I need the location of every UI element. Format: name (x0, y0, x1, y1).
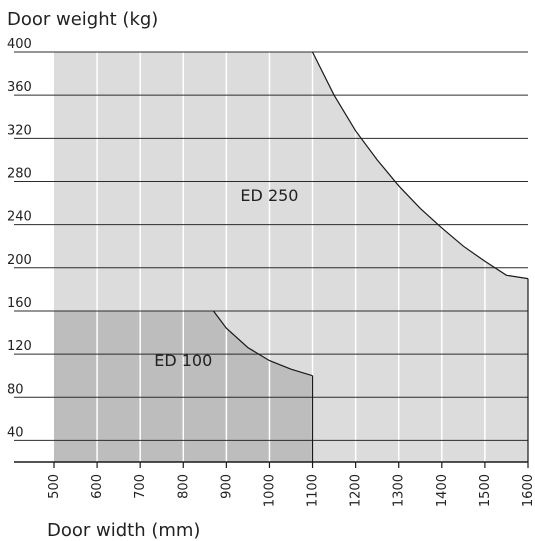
y-tick-label: 80 (7, 382, 24, 397)
y-tick-label: 160 (7, 296, 32, 311)
x-tick-label: 900 (219, 474, 234, 499)
region-label-ed-250: ED 250 (240, 186, 298, 205)
x-tick-label: 1300 (392, 474, 407, 507)
x-tick-label: 1100 (306, 474, 321, 507)
y-tick-label: 240 (7, 210, 32, 225)
y-tick-label: 200 (7, 253, 32, 268)
series-edge-ed-250 (311, 51, 529, 280)
y-axis-title: Door weight (kg) (7, 9, 158, 30)
region-label-ed-100: ED 100 (154, 351, 212, 370)
y-tick-label: 40 (7, 425, 24, 440)
x-tick-label: 700 (133, 474, 148, 499)
y-tick-label: 400 (7, 37, 32, 52)
series-edge-ed-100 (212, 310, 313, 377)
plot-area: 40 80 120 160 200 240 280 320 360 400 500 600 700 800… (7, 37, 535, 507)
x-tick-label: 1200 (349, 474, 364, 507)
x-tick-label: 1400 (435, 474, 450, 507)
y-tick-label: 120 (7, 339, 32, 354)
x-axis-title: Door width (mm) (47, 520, 200, 541)
y-tick-label: 360 (7, 80, 32, 95)
x-tick-label: 1600 (521, 474, 535, 507)
x-tick-label: 600 (90, 474, 105, 499)
x-tick-label: 500 (47, 474, 62, 499)
x-tick-label: 1500 (478, 474, 493, 507)
y-tick-label: 320 (7, 123, 32, 138)
x-tick-label: 800 (176, 474, 191, 499)
x-tick-label: 1000 (262, 474, 277, 507)
y-tick-label: 280 (7, 166, 32, 181)
